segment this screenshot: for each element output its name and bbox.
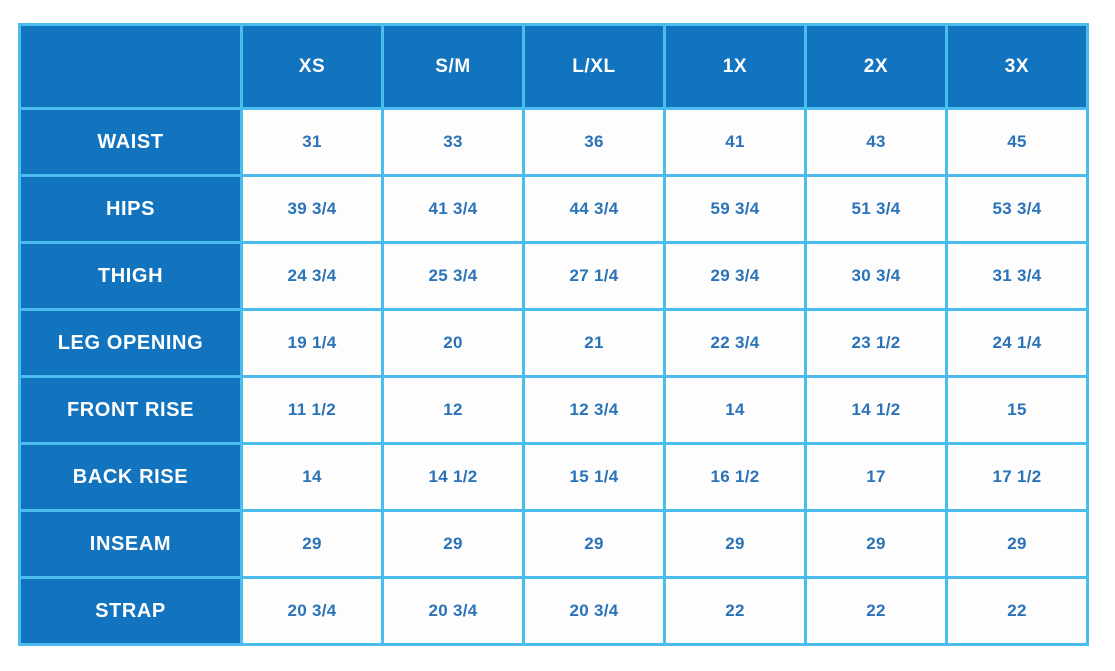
size-value-cell: 31	[240, 107, 384, 177]
row-label-strap: STRAP	[18, 576, 243, 646]
row-label-waist: WAIST	[18, 107, 243, 177]
size-chart: XS S/M L/XL 1X 2X 3X WAIST 31 33 36 41 4…	[18, 23, 1089, 646]
size-value-cell: 22 3/4	[663, 308, 807, 378]
corner-cell	[18, 23, 243, 110]
size-value-cell: 14 1/2	[381, 442, 525, 512]
column-header-1x: 1X	[663, 23, 807, 110]
table-row: LEG OPENING 19 1/4 20 21 22 3/4 23 1/2 2…	[18, 308, 1089, 378]
size-value-cell: 17	[804, 442, 948, 512]
size-value-cell: 59 3/4	[663, 174, 807, 244]
row-label-inseam: INSEAM	[18, 509, 243, 579]
size-value-cell: 22	[945, 576, 1089, 646]
size-value-cell: 44 3/4	[522, 174, 666, 244]
size-chart-table: XS S/M L/XL 1X 2X 3X WAIST 31 33 36 41 4…	[18, 23, 1089, 646]
table-row: INSEAM 29 29 29 29 29 29	[18, 509, 1089, 579]
table-row: FRONT RISE 11 1/2 12 12 3/4 14 14 1/2 15	[18, 375, 1089, 445]
header-row: XS S/M L/XL 1X 2X 3X	[18, 23, 1089, 110]
size-value-cell: 29 3/4	[663, 241, 807, 311]
size-value-cell: 19 1/4	[240, 308, 384, 378]
size-value-cell: 39 3/4	[240, 174, 384, 244]
size-value-cell: 24 1/4	[945, 308, 1089, 378]
size-value-cell: 53 3/4	[945, 174, 1089, 244]
size-value-cell: 29	[945, 509, 1089, 579]
table-row: BACK RISE 14 14 1/2 15 1/4 16 1/2 17 17 …	[18, 442, 1089, 512]
size-value-cell: 14 1/2	[804, 375, 948, 445]
row-label-back-rise: BACK RISE	[18, 442, 243, 512]
table-row: HIPS 39 3/4 41 3/4 44 3/4 59 3/4 51 3/4 …	[18, 174, 1089, 244]
size-value-cell: 31 3/4	[945, 241, 1089, 311]
size-value-cell: 27 1/4	[522, 241, 666, 311]
size-value-cell: 11 1/2	[240, 375, 384, 445]
size-value-cell: 21	[522, 308, 666, 378]
size-value-cell: 15 1/4	[522, 442, 666, 512]
row-label-front-rise: FRONT RISE	[18, 375, 243, 445]
row-label-hips: HIPS	[18, 174, 243, 244]
size-value-cell: 43	[804, 107, 948, 177]
size-value-cell: 29	[381, 509, 525, 579]
size-value-cell: 23 1/2	[804, 308, 948, 378]
size-value-cell: 14	[663, 375, 807, 445]
size-value-cell: 15	[945, 375, 1089, 445]
size-value-cell: 29	[804, 509, 948, 579]
size-value-cell: 36	[522, 107, 666, 177]
size-value-cell: 20 3/4	[522, 576, 666, 646]
column-header-lxl: L/XL	[522, 23, 666, 110]
row-label-leg-opening: LEG OPENING	[18, 308, 243, 378]
size-value-cell: 14	[240, 442, 384, 512]
table-row: WAIST 31 33 36 41 43 45	[18, 107, 1089, 177]
size-value-cell: 17 1/2	[945, 442, 1089, 512]
row-label-thigh: THIGH	[18, 241, 243, 311]
table-row: STRAP 20 3/4 20 3/4 20 3/4 22 22 22	[18, 576, 1089, 646]
size-value-cell: 29	[240, 509, 384, 579]
size-value-cell: 20	[381, 308, 525, 378]
size-value-cell: 22	[804, 576, 948, 646]
size-value-cell: 45	[945, 107, 1089, 177]
size-value-cell: 29	[522, 509, 666, 579]
size-value-cell: 22	[663, 576, 807, 646]
size-value-cell: 51 3/4	[804, 174, 948, 244]
column-header-sm: S/M	[381, 23, 525, 110]
size-value-cell: 24 3/4	[240, 241, 384, 311]
size-value-cell: 33	[381, 107, 525, 177]
size-value-cell: 25 3/4	[381, 241, 525, 311]
table-row: THIGH 24 3/4 25 3/4 27 1/4 29 3/4 30 3/4…	[18, 241, 1089, 311]
size-value-cell: 12	[381, 375, 525, 445]
column-header-xs: XS	[240, 23, 384, 110]
size-value-cell: 41	[663, 107, 807, 177]
size-value-cell: 29	[663, 509, 807, 579]
size-value-cell: 20 3/4	[381, 576, 525, 646]
size-value-cell: 30 3/4	[804, 241, 948, 311]
size-value-cell: 16 1/2	[663, 442, 807, 512]
size-value-cell: 12 3/4	[522, 375, 666, 445]
column-header-2x: 2X	[804, 23, 948, 110]
size-value-cell: 41 3/4	[381, 174, 525, 244]
size-value-cell: 20 3/4	[240, 576, 384, 646]
column-header-3x: 3X	[945, 23, 1089, 110]
